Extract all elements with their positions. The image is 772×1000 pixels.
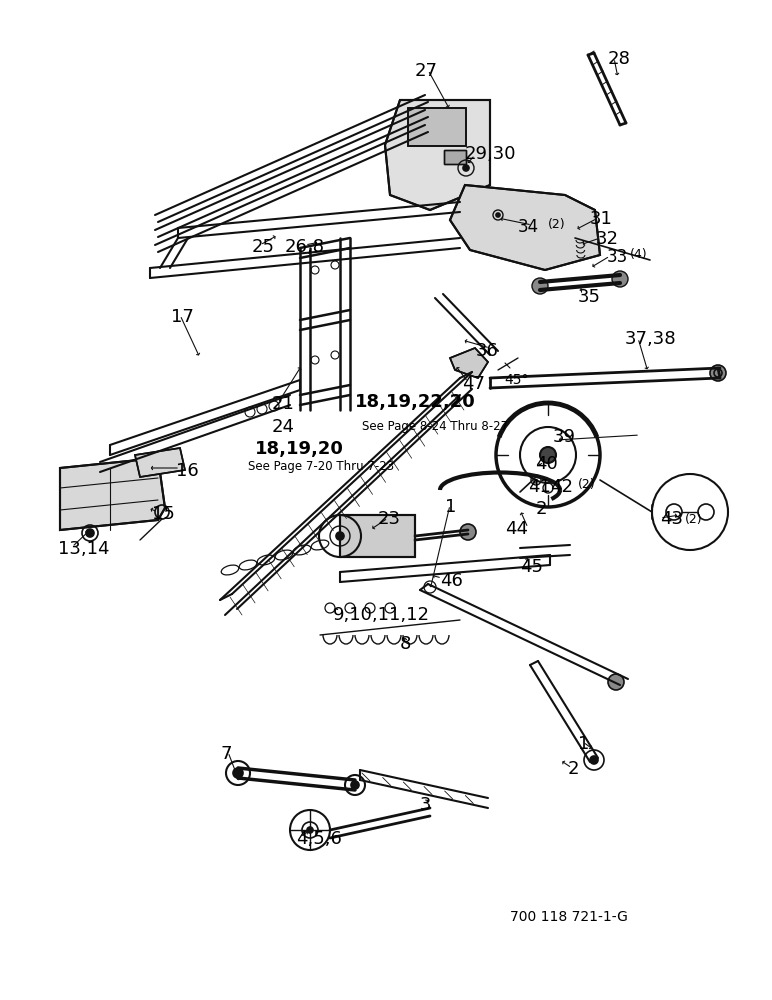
- Text: 1: 1: [578, 735, 589, 753]
- Text: 45°: 45°: [504, 373, 529, 387]
- Circle shape: [351, 781, 359, 789]
- Text: 700 118 721-1-G: 700 118 721-1-G: [510, 910, 628, 924]
- Text: 42: 42: [550, 478, 573, 496]
- Circle shape: [590, 756, 598, 764]
- Text: 23: 23: [378, 510, 401, 528]
- Circle shape: [612, 271, 628, 287]
- Text: (2): (2): [685, 513, 703, 526]
- Text: 17: 17: [171, 308, 194, 326]
- Text: 29,30: 29,30: [465, 145, 516, 163]
- Text: 9,10,11,12: 9,10,11,12: [333, 606, 430, 624]
- Circle shape: [532, 278, 548, 294]
- Circle shape: [710, 365, 726, 381]
- Bar: [340, 515, 415, 557]
- Text: 13,14: 13,14: [58, 540, 110, 558]
- Text: 27: 27: [415, 62, 438, 80]
- Text: (4): (4): [630, 248, 648, 261]
- Text: 34: 34: [518, 218, 539, 236]
- Bar: [444, 150, 466, 164]
- Circle shape: [460, 524, 476, 540]
- Text: 25: 25: [252, 238, 275, 256]
- Bar: [444, 150, 466, 164]
- Text: 1: 1: [445, 498, 456, 516]
- Text: 3: 3: [420, 796, 432, 814]
- Polygon shape: [385, 100, 490, 210]
- Text: See Page 8-24 Thru 8-27: See Page 8-24 Thru 8-27: [362, 420, 508, 433]
- Text: 2: 2: [536, 500, 547, 518]
- Text: 16: 16: [176, 462, 198, 480]
- Circle shape: [608, 674, 624, 690]
- Text: 2: 2: [568, 760, 580, 778]
- Bar: [340, 515, 415, 557]
- Circle shape: [86, 529, 94, 537]
- Text: 7: 7: [220, 745, 232, 763]
- Text: 31: 31: [590, 210, 613, 228]
- Circle shape: [336, 532, 344, 540]
- Text: (2): (2): [548, 218, 566, 231]
- Text: 36: 36: [476, 342, 499, 360]
- Text: 41: 41: [528, 478, 551, 496]
- Circle shape: [496, 213, 500, 217]
- Bar: [408, 108, 466, 146]
- Polygon shape: [135, 448, 185, 477]
- Text: 15: 15: [152, 505, 175, 523]
- Text: 26,8: 26,8: [285, 238, 325, 256]
- Text: 24: 24: [272, 418, 295, 436]
- Text: 43: 43: [660, 510, 683, 528]
- Text: 32: 32: [596, 230, 619, 248]
- Text: 45: 45: [520, 558, 543, 576]
- Text: 47: 47: [462, 375, 485, 393]
- Text: 28: 28: [608, 50, 631, 68]
- Text: (2): (2): [578, 478, 596, 491]
- Polygon shape: [450, 348, 488, 378]
- Text: 18,19,20: 18,19,20: [255, 440, 344, 458]
- Circle shape: [307, 827, 313, 833]
- Text: See Page 7-20 Thru 7-23: See Page 7-20 Thru 7-23: [248, 460, 394, 473]
- Circle shape: [540, 447, 556, 463]
- Text: 37,38: 37,38: [625, 330, 676, 348]
- Polygon shape: [60, 458, 165, 530]
- Text: 33: 33: [607, 248, 628, 266]
- Text: 8: 8: [400, 635, 411, 653]
- Circle shape: [463, 165, 469, 171]
- Text: 46: 46: [440, 572, 463, 590]
- Bar: [408, 108, 466, 146]
- Text: 21: 21: [272, 395, 295, 413]
- Text: 18,19,22,20: 18,19,22,20: [355, 393, 476, 411]
- Text: 35: 35: [578, 288, 601, 306]
- Text: 4,5,6: 4,5,6: [296, 830, 342, 848]
- Circle shape: [233, 768, 243, 778]
- Polygon shape: [450, 185, 600, 270]
- Text: 44: 44: [505, 520, 528, 538]
- Text: 39: 39: [553, 428, 576, 446]
- Text: 40: 40: [535, 455, 557, 473]
